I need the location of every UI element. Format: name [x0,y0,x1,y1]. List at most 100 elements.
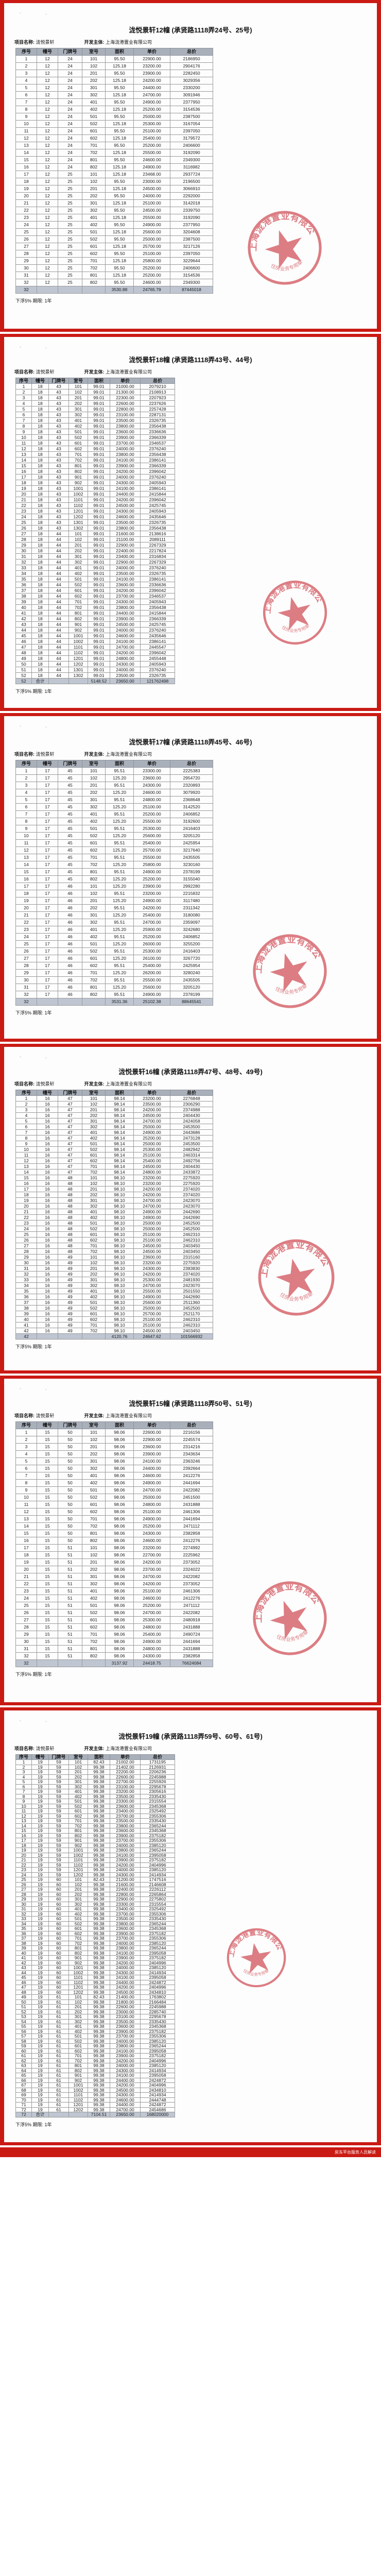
cell-门牌号: 47 [58,1146,82,1153]
column-header-3: 室号 [82,760,106,768]
table-total-row: 72 合计 7104.51 23650.00 168020000 [15,2112,175,2117]
developer-value: 上海泷港置业有限公司 [106,40,152,45]
cell-室号: 201 [82,1265,106,1272]
total-cell-5: 24647.62 [133,1333,170,1340]
cell-总价: 2406600 [170,264,213,272]
cell-总价: 3192090 [170,214,213,222]
cell-序号: 8 [15,818,37,825]
table-row: 39 18 44 701 99.01 24300.00 2405943 [15,599,175,605]
cell-总价: 2452500 [170,1220,213,1226]
cell-门牌号: 51 [58,1645,82,1653]
cell-序号: 25 [15,1877,32,1883]
cell-序号: 9 [15,1141,37,1147]
table-row: 29 15 51 701 98.06 25400.00 2490724 [15,1631,213,1638]
project-name-label: 项目名称: [14,1746,34,1751]
cell-单价: 24500.00 [133,1112,170,1118]
cell-面积: 99.38 [88,1857,110,1863]
table-row: 45 18 44 1001 99.01 24600.00 2435646 [15,633,175,639]
cell-单价: 23100.00 [110,412,141,418]
cell-幢号: 17 [37,868,58,876]
table-row: 27 17 46 601 125.20 26100.00 3267720 [15,955,213,962]
total-cell-6: 168020000 [140,2112,175,2117]
cell-幢号: 15 [37,1602,58,1609]
cell-门牌号: 59 [48,1867,69,1873]
cell-序号: 18 [15,178,37,185]
cell-单价: 23600.00 [110,1926,141,1931]
cell-单价: 25100.00 [133,1152,170,1158]
cell-幢号: 19 [31,1916,49,1922]
cell-总价: 2316834 [140,553,175,560]
cell-总价: 2287131 [140,412,175,418]
cell-单价: 24800.00 [133,1623,170,1631]
column-header-4: 面积 [105,760,134,768]
cell-幢号: 19 [31,2073,49,2078]
cell-门牌号: 43 [48,474,69,480]
cell-总价: 2521170 [170,1311,213,1317]
cell-门牌号: 43 [48,519,69,526]
cell-单价: 24900.00 [133,897,170,905]
cell-室号: 801 [82,984,106,991]
cell-单价: 24800.00 [133,1645,170,1653]
cell-室号: 202 [82,1450,106,1458]
cell-单价: 23900.00 [133,1450,170,1458]
cell-室号: 402 [68,570,88,577]
cell-面积: 99.01 [88,570,110,577]
table-row: 12 18 43 602 99.01 24000.00 2376240 [15,446,175,452]
table-row: 43 18 44 901 99.01 24500.00 2425745 [15,621,175,628]
cell-面积: 98.06 [105,1429,134,1436]
cell-门牌号: 48 [58,1197,82,1204]
price-note: 下浮5% 期限: 1年 [15,298,52,303]
cell-序号: 17 [15,1838,32,1843]
cell-总价: 2138616 [140,531,175,537]
svg-text:上海泷港置业有限公司: 上海泷港置业有限公司 [254,572,325,618]
cell-总价: 2445547 [140,644,175,650]
cell-单价: 25000.00 [133,1226,170,1232]
cell-门牌号: 25 [58,243,82,250]
cell-室号: 301 [82,796,106,804]
cell-总价: 2431888 [170,1645,213,1653]
cell-面积: 99.38 [88,2082,110,2088]
column-header-6: 总价 [170,1421,213,1429]
cell-总价: 2405943 [140,599,175,605]
cell-门牌号: 44 [48,621,69,628]
cell-室号: 102 [82,62,106,70]
cell-序号: 32 [15,279,37,286]
cell-幢号: 18 [31,383,49,389]
cell-室号: 302 [82,207,106,214]
cell-序号: 30 [15,1260,37,1266]
cell-总价: 2274992 [170,1544,213,1552]
cell-室号: 101 [68,1994,88,2000]
cell-门牌号: 59 [48,1848,69,1853]
cell-门牌号: 51 [58,1638,82,1646]
cell-总价: 2349300 [170,279,213,286]
cell-门牌号: 50 [58,1472,82,1480]
cell-序号: 31 [15,553,32,560]
cell-面积: 99.01 [88,616,110,622]
cell-幢号: 19 [31,1975,49,1980]
cell-面积: 99.01 [88,508,110,514]
cell-序号: 5 [15,1118,37,1124]
cell-面积: 99.01 [88,655,110,662]
cell-序号: 36 [15,582,32,588]
cell-门牌号: 47 [58,1112,82,1118]
table-row: 34 16 49 302 98.10 24700.00 2423070 [15,1282,213,1289]
cell-门牌号: 25 [58,207,82,214]
cell-总价: 2462310 [170,1322,213,1328]
cell-幢号: 12 [37,70,58,77]
table-row: 24 19 59 1202 99.38 24300.00 2414934 [15,1872,175,1877]
cell-幢号: 15 [37,1522,58,1530]
table-row: 16 17 45 802 125.20 25200.00 3155040 [15,875,213,883]
cell-室号: 201 [82,782,106,789]
cell-幢号: 16 [37,1322,58,1328]
artifact-dot [20,725,21,727]
cell-总价: 2433872 [170,1169,213,1175]
cell-单价: 24900.00 [133,1214,170,1221]
table-row: 5 19 59 301 99.38 22700.00 2255926 [15,1779,175,1785]
cell-幢号: 17 [37,832,58,840]
cell-总价: 2422082 [170,1486,213,1494]
table-row: 29 17 46 701 125.20 26200.00 3280240 [15,969,213,977]
cell-幢号: 12 [37,142,58,149]
cell-幢号: 18 [31,616,49,622]
cell-面积: 125.18 [105,77,134,84]
cell-面积: 99.01 [88,582,110,588]
